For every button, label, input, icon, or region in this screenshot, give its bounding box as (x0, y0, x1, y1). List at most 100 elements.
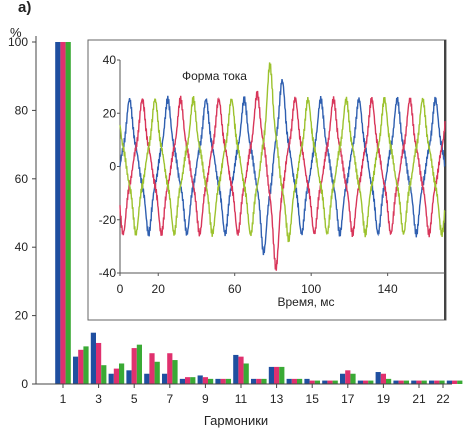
bar-h11-s2 (238, 356, 244, 384)
bar-h14-s1 (286, 378, 292, 384)
inset-y-tick-label: 0 (109, 160, 116, 174)
inset-axes: -40 -20 0 20 40 0 20 60 100 140 (99, 53, 445, 296)
bar-h17-s1 (340, 373, 346, 384)
bar-h4-s2 (113, 368, 119, 384)
bar-h22-s2 (434, 380, 440, 384)
bar-h7-s3 (172, 360, 178, 384)
bar-h19-s3 (386, 378, 392, 384)
bar-x-tick-label: 1 (60, 392, 67, 406)
bar-h13-s3 (279, 366, 285, 384)
bar-h2-s3 (83, 346, 89, 384)
x-axis-label: Гармоники (204, 413, 268, 428)
bar-y-tick-label: 100 (8, 35, 28, 49)
bar-y-tick-label: 80 (15, 103, 29, 117)
bar-h17-s2 (345, 370, 351, 384)
bar-h3-s2 (96, 342, 102, 384)
inset-x-tick-label: 140 (378, 282, 398, 296)
inset-series (119, 62, 446, 271)
bar-x-tick-label: 19 (377, 392, 391, 406)
bar-x-tick-label: 9 (202, 392, 209, 406)
bar-h2-s2 (78, 349, 84, 384)
bar-h23-s3 (457, 380, 463, 384)
bar-h17-s3 (350, 373, 356, 384)
bar-h9-s2 (202, 377, 208, 384)
bar-x-tick-label: 17 (341, 392, 355, 406)
bar-h18-s3 (368, 380, 374, 384)
bar-y-tick-label: 20 (15, 309, 29, 323)
bar-h8-s2 (185, 377, 191, 384)
bar-x-tick-label: 11 (235, 392, 248, 406)
bar-h22-s1 (429, 380, 435, 384)
bar-h15-s3 (314, 380, 320, 384)
bar-h10-s2 (220, 378, 226, 384)
bar-h8-s3 (190, 377, 196, 384)
bar-y-tick-label: 60 (15, 172, 29, 186)
bar-h10-s1 (215, 378, 221, 384)
waveform-line-3 (119, 62, 446, 243)
inset-x-tick-label: 100 (301, 282, 321, 296)
bar-h10-s3 (225, 378, 231, 384)
bar-h21-s2 (416, 380, 422, 384)
bar-h6-s2 (149, 353, 155, 384)
bar-h20-s1 (393, 380, 399, 384)
bar-series (55, 42, 463, 384)
bar-h14-s2 (291, 378, 297, 384)
bar-y-tick-label: 40 (15, 240, 29, 254)
inset-title: Форма тока (182, 69, 247, 83)
bar-h15-s2 (309, 380, 315, 384)
bar-h7-s2 (167, 353, 173, 384)
bar-h23-s2 (452, 380, 458, 384)
bar-h9-s1 (197, 375, 203, 384)
bar-y-axis: 0 20 40 60 80 100 (8, 35, 37, 391)
bar-h16-s3 (332, 380, 338, 384)
bar-h5-s1 (126, 370, 132, 384)
bar-h11-s1 (233, 354, 239, 384)
bar-h20-s2 (398, 380, 404, 384)
bar-h8-s1 (179, 378, 185, 384)
bar-h12-s1 (251, 378, 257, 384)
bar-h21-s1 (411, 380, 417, 384)
inset-y-tick-label: -20 (99, 213, 117, 227)
bar-h4-s3 (119, 363, 125, 384)
bar-h23-s1 (446, 380, 452, 384)
bar-h1-s1 (55, 42, 61, 384)
bar-h21-s3 (421, 380, 427, 384)
bar-h11-s3 (243, 363, 249, 384)
y-axis-label: % (10, 25, 22, 40)
bar-h12-s3 (261, 378, 267, 384)
bar-h18-s2 (363, 380, 369, 384)
bar-h6-s1 (144, 373, 150, 384)
bar-h5-s2 (131, 348, 137, 384)
bar-h22-s3 (439, 380, 445, 384)
bar-h19-s1 (375, 372, 381, 384)
bar-h13-s1 (268, 366, 274, 384)
bar-h5-s3 (136, 344, 142, 384)
bar-h9-s3 (208, 378, 214, 384)
bar-h16-s2 (327, 380, 333, 384)
bar-x-tick-label: 5 (131, 392, 138, 406)
bar-h2-s1 (73, 356, 79, 384)
bar-x-tick-label: 7 (166, 392, 173, 406)
bar-h3-s3 (101, 365, 107, 384)
bar-h16-s1 (322, 380, 328, 384)
inset-x-axis-label: Время, мс (277, 295, 334, 309)
inset-x-tick-label: 0 (117, 282, 124, 296)
bar-h12-s2 (256, 378, 262, 384)
bar-h7-s1 (162, 373, 168, 384)
bar-h19-s2 (380, 373, 386, 384)
bar-h20-s3 (403, 380, 409, 384)
inset-y-tick-label: 40 (103, 53, 117, 67)
bar-h15-s1 (304, 378, 310, 384)
bar-x-tick-label: 15 (306, 392, 320, 406)
bar-x-tick-label: 13 (270, 392, 284, 406)
inset-x-tick-label: 60 (228, 282, 242, 296)
panel-label: a) (18, 0, 31, 16)
bar-h1-s3 (65, 42, 71, 384)
bar-x-tick-label: 21 (412, 392, 426, 406)
bar-h14-s3 (297, 378, 303, 384)
bar-x-axis: 1 3 5 7 9 11 13 15 17 19 21 22 (36, 383, 452, 406)
bar-y-tick-label: 0 (21, 377, 28, 391)
inset-y-tick-label: -40 (99, 266, 117, 280)
